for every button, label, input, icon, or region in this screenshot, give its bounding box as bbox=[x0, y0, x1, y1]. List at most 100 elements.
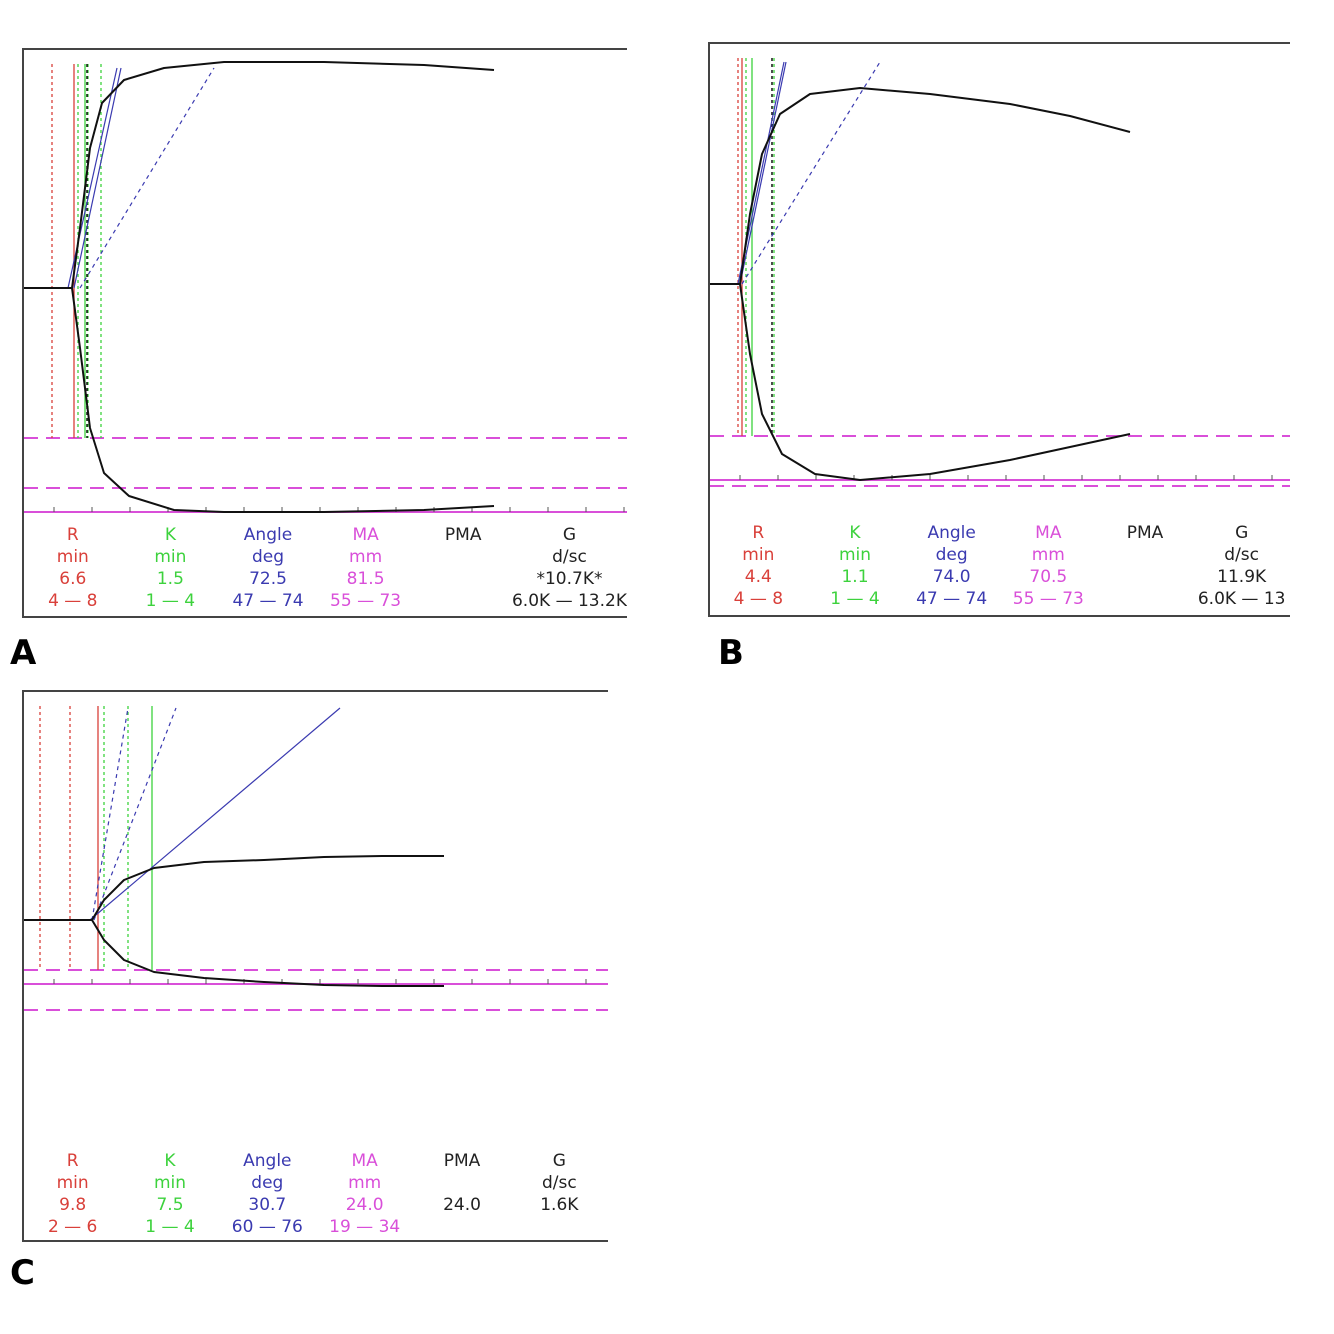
param-angle-unit: deg bbox=[251, 547, 285, 567]
param-g-name: G bbox=[552, 1151, 566, 1171]
param-r-value: 6.6 bbox=[59, 569, 87, 589]
param-ma-value: 70.5 bbox=[1029, 567, 1068, 587]
param-k-value: 1.1 bbox=[841, 567, 869, 587]
param-g-value: *10.7K* bbox=[536, 569, 603, 589]
param-ma-range: 55 — 73 bbox=[1012, 589, 1084, 609]
param-r-name: R bbox=[66, 1151, 79, 1171]
angle-tangent-3 bbox=[741, 61, 881, 285]
param-g-name: G bbox=[562, 525, 577, 545]
param-pma-name: PMA bbox=[443, 1151, 481, 1171]
trace-upper bbox=[710, 87, 1131, 285]
trace-upper bbox=[24, 855, 444, 921]
param-angle-unit: deg bbox=[935, 545, 968, 565]
param-ma-unit: mm bbox=[1031, 545, 1065, 565]
param-column-ma: MA mm 24.0 19 — 34 bbox=[316, 1150, 413, 1238]
param-k-unit: min bbox=[838, 545, 872, 565]
teg-trace-plot-b bbox=[710, 58, 1290, 487]
param-angle-unit: deg bbox=[251, 1173, 284, 1193]
trace-upper bbox=[24, 61, 495, 289]
param-angle-range: 47 — 74 bbox=[232, 591, 304, 611]
param-k-value: 7.5 bbox=[156, 1195, 184, 1215]
param-ma-value: 81.5 bbox=[346, 569, 385, 589]
angle-tangent-1 bbox=[91, 707, 129, 921]
angle-tangent-1 bbox=[67, 67, 118, 289]
param-k-range: 1 — 4 bbox=[145, 591, 196, 611]
param-g-value: 1.6K bbox=[540, 1195, 579, 1215]
param-column-ma: MA mm 81.5 55 — 73 bbox=[317, 524, 415, 612]
param-ma-name: MA bbox=[351, 1151, 378, 1171]
param-r-range: 4 — 8 bbox=[733, 589, 784, 609]
param-column-ma: MA mm 70.5 55 — 73 bbox=[1000, 522, 1097, 610]
panel-label-c: C bbox=[10, 1253, 35, 1293]
param-g-name: G bbox=[1235, 523, 1249, 543]
param-r-value: 4.4 bbox=[744, 567, 772, 587]
param-column-angle: Angle deg 30.7 60 — 76 bbox=[219, 1150, 316, 1238]
param-k-value: 1.5 bbox=[156, 569, 184, 589]
teg-trace-plot-a bbox=[24, 61, 627, 513]
param-ma-unit: mm bbox=[349, 547, 383, 567]
param-g-range: 6.0K — 13.2K bbox=[511, 591, 627, 611]
param-g-unit: d/sc bbox=[541, 1173, 577, 1193]
angle-tangent-2 bbox=[739, 61, 787, 285]
angle-tangent-2 bbox=[73, 67, 122, 289]
param-r-name: R bbox=[752, 523, 765, 543]
param-k-unit: min bbox=[154, 547, 187, 567]
param-column-pma: PMA bbox=[1097, 522, 1194, 610]
param-ma-unit: mm bbox=[348, 1173, 382, 1193]
param-r-unit: min bbox=[56, 547, 89, 567]
param-angle-name: Angle bbox=[927, 523, 976, 543]
param-column-pma: PMA 24.0 bbox=[413, 1150, 510, 1238]
param-k-unit: min bbox=[153, 1173, 187, 1193]
param-angle-name: Angle bbox=[243, 1151, 292, 1171]
param-column-angle: Angle deg 72.5 47 — 74 bbox=[219, 524, 317, 612]
param-column-angle: Angle deg 74.0 47 — 74 bbox=[903, 522, 1000, 610]
param-ma-name: MA bbox=[352, 525, 379, 545]
param-pma-name: PMA bbox=[1126, 523, 1164, 543]
param-angle-value: 72.5 bbox=[249, 569, 287, 589]
param-r-value: 9.8 bbox=[59, 1195, 87, 1215]
angle-tangent-3 bbox=[89, 707, 341, 921]
trace-lower bbox=[24, 919, 444, 987]
trace-lower bbox=[710, 283, 1131, 481]
panel-label-b: B bbox=[718, 633, 744, 673]
param-k-range: 1 — 4 bbox=[145, 1217, 195, 1237]
param-ma-value: 24.0 bbox=[345, 1195, 384, 1215]
param-r-unit: min bbox=[56, 1173, 89, 1193]
param-pma-name: PMA bbox=[444, 525, 482, 545]
param-r-range: 2 — 6 bbox=[47, 1217, 98, 1237]
angle-tangent-3 bbox=[79, 67, 215, 289]
param-k-name: K bbox=[164, 525, 176, 545]
param-angle-range: 47 — 74 bbox=[916, 589, 988, 609]
angle-tangent-2 bbox=[93, 707, 177, 921]
param-k-name: K bbox=[849, 523, 861, 543]
param-ma-range: 19 — 34 bbox=[329, 1217, 401, 1237]
param-r-name: R bbox=[66, 525, 79, 545]
param-angle-name: Angle bbox=[243, 525, 293, 545]
param-angle-value: 30.7 bbox=[248, 1195, 287, 1215]
param-r-range: 4 — 8 bbox=[48, 591, 98, 611]
param-k-name: K bbox=[164, 1151, 176, 1171]
param-g-value: 11.9K bbox=[1217, 567, 1267, 587]
param-r-unit: min bbox=[742, 545, 775, 565]
param-g-unit: d/sc bbox=[552, 547, 587, 567]
param-angle-value: 74.0 bbox=[932, 567, 971, 587]
trace-lower bbox=[24, 287, 495, 513]
param-ma-name: MA bbox=[1035, 523, 1062, 543]
panel-label-a: A bbox=[10, 633, 37, 673]
param-k-range: 1 — 4 bbox=[830, 589, 880, 609]
